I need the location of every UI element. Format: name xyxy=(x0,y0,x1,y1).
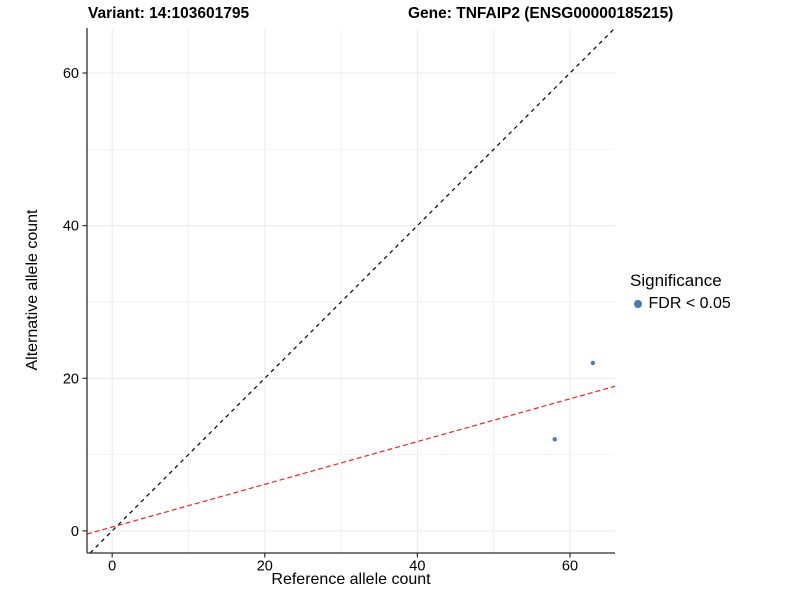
legend-item-label: FDR < 0.05 xyxy=(648,295,731,312)
legend-item-fdr: FDR < 0.05 xyxy=(630,295,731,313)
legend-point-icon xyxy=(634,300,642,308)
y-tick-label: 60 xyxy=(63,66,79,82)
x-axis-title: Reference allele count xyxy=(271,571,431,588)
data-point xyxy=(590,360,596,366)
identity-line xyxy=(89,27,616,554)
plot-title-gene: Gene: TNFAIP2 (ENSG00000185215) xyxy=(408,5,674,22)
x-tick-label: 40 xyxy=(409,559,425,575)
x-tick-label: 20 xyxy=(257,559,273,575)
legend: Significance FDR < 0.05 xyxy=(630,271,731,313)
x-tick-label: 60 xyxy=(562,559,578,575)
fit-line xyxy=(86,385,616,535)
data-point xyxy=(552,437,557,442)
y-axis-title: Alternative allele count xyxy=(24,209,41,371)
legend-title: Significance xyxy=(630,271,722,290)
x-tick-label: 0 xyxy=(108,559,116,575)
y-tick-label: 40 xyxy=(63,219,79,235)
y-tick-label: 20 xyxy=(63,371,79,387)
y-tick-label: 0 xyxy=(71,524,79,540)
plot-title-variant: Variant: 14:103601795 xyxy=(88,5,250,22)
